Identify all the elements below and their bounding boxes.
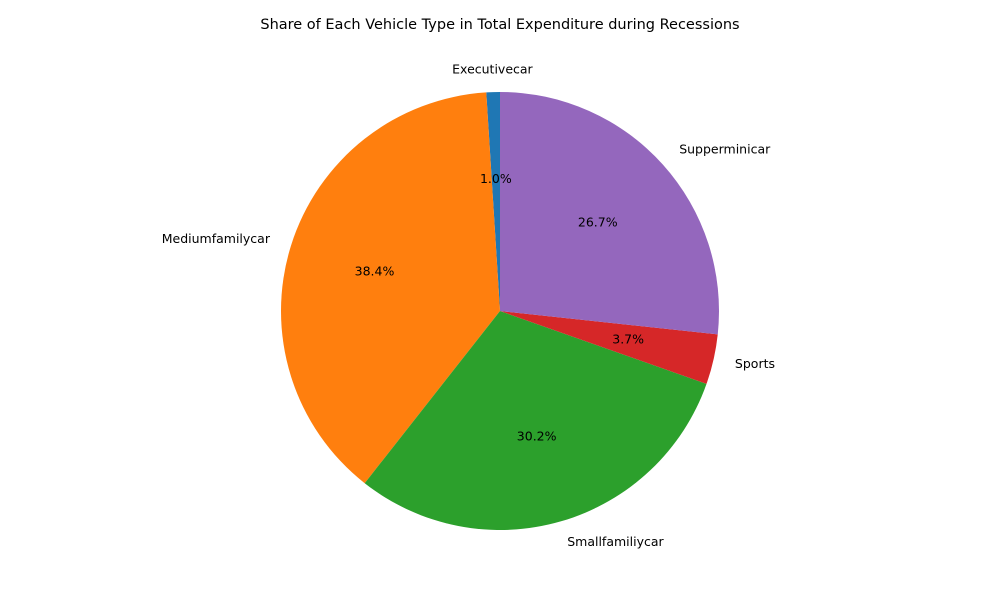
pie-slice-smallfamiliycar [364,311,707,530]
slice-percent-mediumfamilycar: 38.4% [355,263,395,278]
slice-percent-sports: 3.7% [612,332,644,347]
slice-label-sports: Sports [735,356,775,371]
pie-slice-supperminicar [500,92,720,335]
pie-slice-sports [500,311,718,384]
slice-label-mediumfamilycar: Mediumfamilycar [162,231,271,246]
pie-slice-mediumfamilycar [281,92,500,484]
slice-percent-smallfamiliycar: 30.2% [517,429,557,444]
slice-label-executivecar: Executivecar [452,62,533,77]
pie-slice-executivecar [486,92,500,311]
chart-title: Share of Each Vehicle Type in Total Expe… [260,17,739,33]
slice-label-supperminicar: Supperminicar [679,141,771,156]
pie-slices [281,92,720,530]
slice-label-smallfamiliycar: Smallfamiliycar [567,534,664,549]
slice-percent-supperminicar: 26.7% [578,215,618,230]
pie-labels: Executivecar 1.0% Mediumfamilycar 38.4% Smal… [162,62,775,549]
slice-percent-executivecar: 1.0% [480,171,512,186]
